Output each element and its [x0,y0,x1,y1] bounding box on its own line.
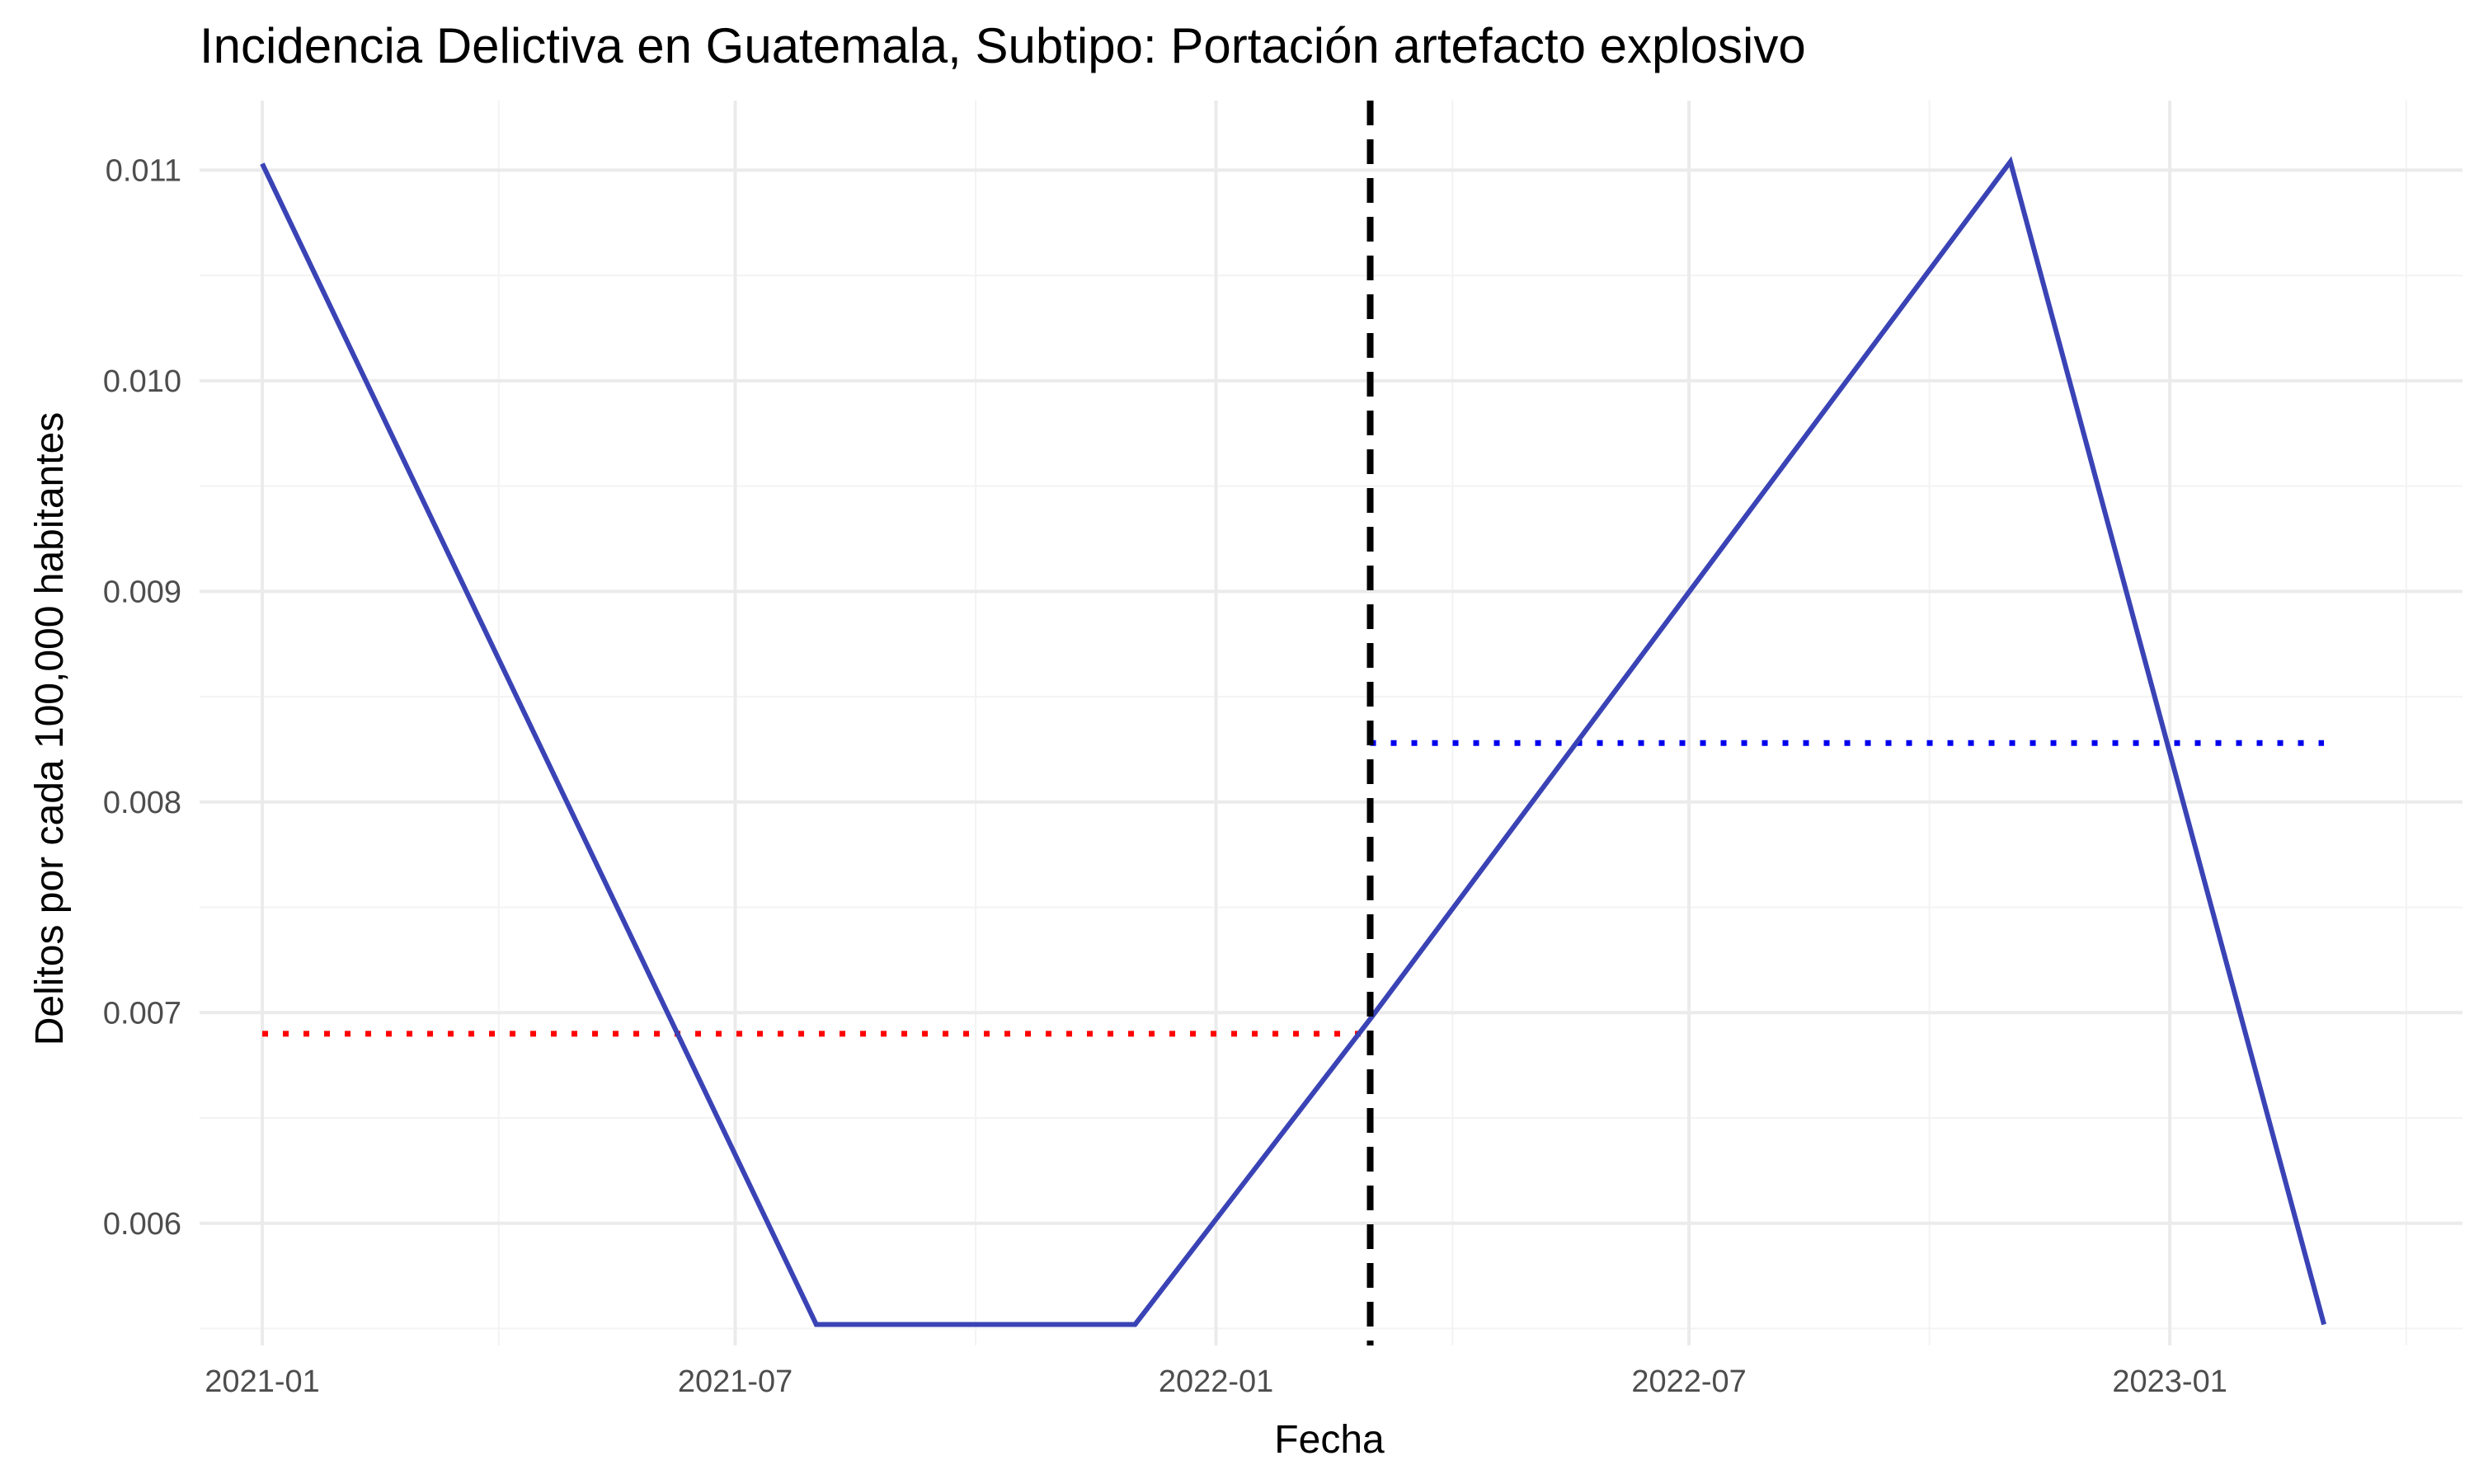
y-tick-label: 0.010 [103,364,181,399]
chart-title: Incidencia Delictiva en Guatemala, Subti… [200,18,1806,73]
series-group [260,156,2326,1327]
x-tick-labels: 2021-01 2021-07 2022-01 2022-07 2023-01 [205,1364,2227,1399]
x-tick-label: 2021-07 [678,1364,793,1399]
grid-major [200,101,2462,1345]
y-tick-label: 0.009 [103,575,181,609]
series-line [260,156,2326,1327]
y-axis-title: Delitos por cada 100,000 habitantes [28,412,72,1046]
y-tick-label: 0.008 [103,786,181,820]
x-axis-title: Fecha [1274,1418,1385,1462]
y-tick-label: 0.007 [103,996,181,1031]
x-tick-label: 2022-01 [1159,1364,1273,1399]
mean-lines [262,740,2325,1037]
y-tick-label: 0.011 [106,153,181,188]
x-tick-label: 2022-07 [1631,1364,1746,1399]
grid-minor [200,101,2462,1345]
x-tick-label: 2023-01 [2112,1364,2227,1399]
y-tick-labels: 0.006 0.007 0.008 0.009 0.010 0.011 [103,153,181,1241]
y-tick-label: 0.006 [103,1207,181,1242]
x-tick-label: 2021-01 [205,1364,319,1399]
